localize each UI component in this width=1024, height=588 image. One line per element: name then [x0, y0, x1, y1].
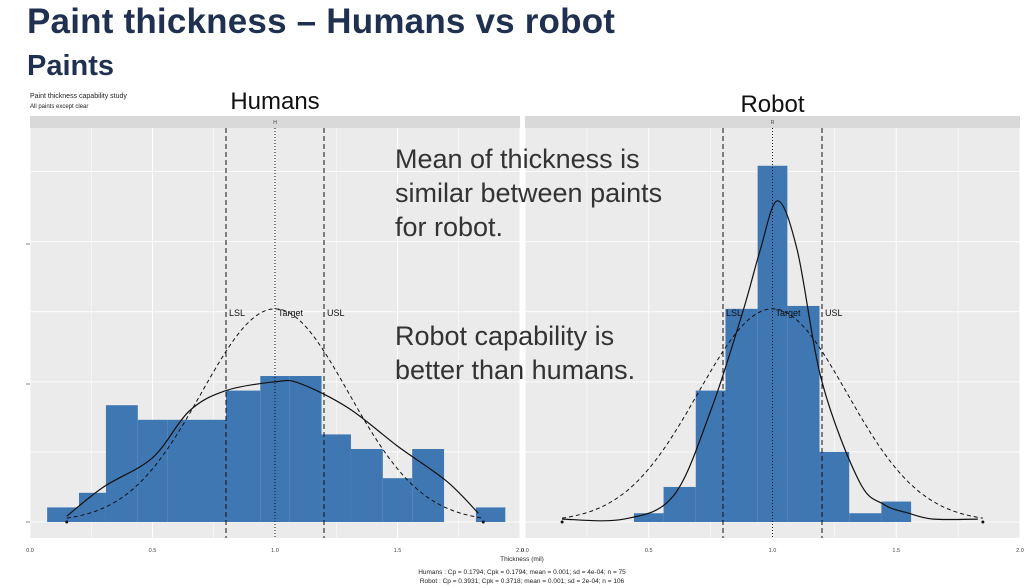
robot-lsl-label: LSL [726, 308, 742, 318]
x-axis-label: Thickness (mil) [500, 556, 544, 563]
robot-density-curve [562, 200, 978, 522]
slide-title: Paint thickness – Humans vs robot [27, 2, 616, 41]
robot-x-tick-label: 2.0 [1016, 548, 1024, 554]
humans-histogram-bar [137, 419, 168, 522]
humans-curve-end-point [481, 520, 485, 524]
robot-histogram-bar [757, 165, 788, 522]
capability-footnote: Humans : Cp = 0.1794; Cpk = 0.1794; mean… [418, 569, 626, 576]
robot-x-tick-label: 0.5 [645, 548, 653, 554]
humans-curve-end-point [65, 520, 69, 524]
robot-histogram-bar [663, 486, 696, 522]
chart-subtitle: All paints except clear [30, 104, 88, 110]
humans-x-tick-label: 0.0 [26, 548, 34, 554]
humans-target-label: Target [278, 308, 304, 318]
slide-subtitle: Paints [27, 50, 115, 82]
robot-target-label: Target [776, 308, 802, 318]
humans-histogram-bar [47, 507, 79, 522]
humans-facet-strip [30, 116, 520, 128]
humans-density-curve [66, 379, 479, 517]
robot-x-tick-label: 1.0 [769, 548, 777, 554]
robot-x-tick-label: 0.0 [521, 548, 529, 554]
humans-histogram-bar [412, 449, 445, 522]
humans-normal-curve [66, 308, 484, 519]
robot-histogram-bar [819, 451, 850, 522]
robot-strip-label: R [771, 120, 775, 126]
capability-footnote: Robot : Cp = 0.3931; Cpk = 0.3718; mean … [420, 578, 625, 585]
robot-histogram-bar [787, 305, 820, 522]
humans-strip-label: H [273, 120, 277, 126]
robot-panel-label: Robot [740, 91, 804, 118]
humans-x-tick-label: 1.0 [271, 548, 279, 554]
humans-x-tick-label: 2.0 [516, 548, 524, 554]
humans-histogram-bar [350, 449, 383, 522]
chart-title: Paint thickness capability study [30, 93, 127, 100]
humans-histogram-bar [475, 507, 506, 522]
humans-x-tick-label: 1.5 [394, 548, 402, 554]
humans-panel-label: Humans [230, 88, 319, 115]
humans-histogram-bar [382, 478, 413, 522]
humans-histogram-bar [289, 376, 322, 522]
robot-usl-label: USL [825, 308, 843, 318]
robot-histogram-bar [725, 308, 758, 522]
humans-histogram-bar [321, 434, 351, 522]
robot-x-tick-label: 1.5 [892, 548, 900, 554]
humans-histogram-bar [167, 419, 226, 522]
humans-histogram-bar [79, 492, 106, 522]
robot-facet-strip [525, 116, 1020, 128]
robot-curve-end-point [560, 520, 564, 524]
humans-x-tick-label: 0.5 [149, 548, 157, 554]
robot-histogram-bar [849, 513, 882, 522]
humans-histogram-bar [105, 405, 138, 522]
humans-lsl-label: LSL [229, 308, 245, 318]
robot-histogram-bar [633, 513, 664, 522]
humans-usl-label: USL [327, 308, 345, 318]
humans-histogram-bar [226, 390, 261, 522]
robot-curve-end-point [981, 520, 985, 524]
robot-histogram-bar [881, 501, 912, 522]
